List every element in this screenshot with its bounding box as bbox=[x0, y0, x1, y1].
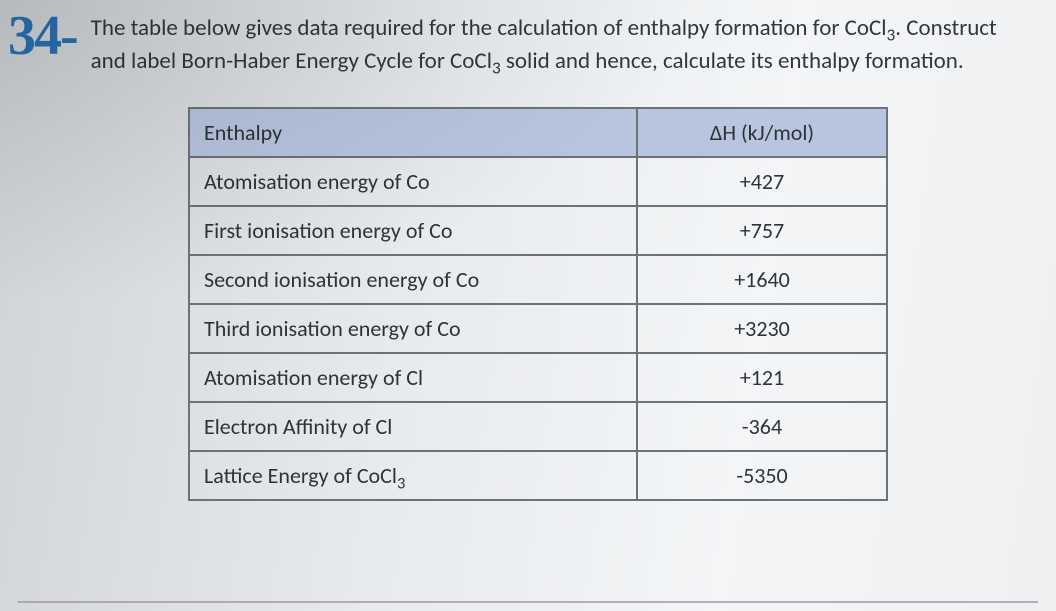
col-header-deltaH: ΔH (kJ/mol) bbox=[637, 108, 887, 157]
enthalpy-name-cell: Atomisation energy of Cl bbox=[189, 353, 637, 402]
data-table-wrap: Enthalpy ΔH (kJ/mol) Atomisation energy … bbox=[188, 107, 888, 501]
enthalpy-name-cell: Electron Affinity of Cl bbox=[189, 402, 637, 451]
enthalpy-table: Enthalpy ΔH (kJ/mol) Atomisation energy … bbox=[188, 107, 888, 501]
table-row: Lattice Energy of CoCl3-5350 bbox=[189, 451, 887, 500]
enthalpy-value-cell: +121 bbox=[637, 353, 887, 402]
table-row: First ionisation energy of Co+757 bbox=[189, 206, 887, 255]
table-row: Atomisation energy of Cl+121 bbox=[189, 353, 887, 402]
table-header-row: Enthalpy ΔH (kJ/mol) bbox=[189, 108, 887, 157]
enthalpy-value-cell: +3230 bbox=[637, 304, 887, 353]
question-text: The table below gives data required for … bbox=[91, 10, 1026, 79]
table-body: Atomisation energy of Co+427First ionisa… bbox=[189, 157, 887, 500]
bottom-rule bbox=[18, 601, 1038, 603]
enthalpy-value-cell: +1640 bbox=[637, 255, 887, 304]
table-row: Atomisation energy of Co+427 bbox=[189, 157, 887, 206]
enthalpy-name-cell: Third ionisation energy of Co bbox=[189, 304, 637, 353]
table-row: Third ionisation energy of Co+3230 bbox=[189, 304, 887, 353]
table-row: Electron Affinity of Cl-364 bbox=[189, 402, 887, 451]
table-row: Second ionisation energy of Co+1640 bbox=[189, 255, 887, 304]
col-header-enthalpy: Enthalpy bbox=[189, 108, 637, 157]
enthalpy-value-cell: +757 bbox=[637, 206, 887, 255]
enthalpy-value-cell: -364 bbox=[637, 402, 887, 451]
enthalpy-name-cell: Second ionisation energy of Co bbox=[189, 255, 637, 304]
question-row: 34- The table below gives data required … bbox=[8, 10, 1026, 79]
page: 34- The table below gives data required … bbox=[0, 0, 1056, 611]
enthalpy-value-cell: +427 bbox=[637, 157, 887, 206]
question-number: 34- bbox=[8, 8, 77, 64]
enthalpy-value-cell: -5350 bbox=[637, 451, 887, 500]
enthalpy-name-cell: Lattice Energy of CoCl3 bbox=[189, 451, 637, 500]
enthalpy-name-cell: Atomisation energy of Co bbox=[189, 157, 637, 206]
enthalpy-name-cell: First ionisation energy of Co bbox=[189, 206, 637, 255]
